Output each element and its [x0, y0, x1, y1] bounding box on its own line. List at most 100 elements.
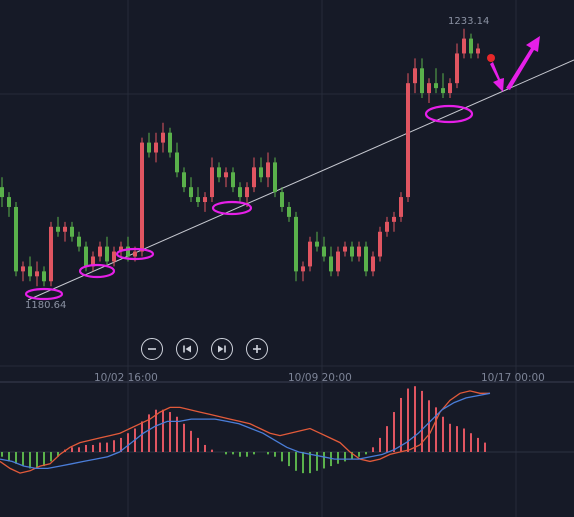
candle-body-58 [406, 83, 410, 198]
candle-body-1 [7, 197, 11, 207]
candle-body-21 [147, 142, 151, 153]
last-price-dot [487, 54, 495, 62]
candle-body-48 [336, 251, 340, 272]
candle-body-12 [84, 246, 88, 267]
skip-back-icon [183, 345, 191, 353]
candle-body-63 [441, 88, 445, 94]
support-oval-2 [115, 247, 155, 261]
candle-body-45 [315, 241, 319, 247]
candle-body-24 [168, 132, 172, 153]
candles [0, 28, 495, 287]
small-arrow-annotation [490, 62, 504, 92]
candle-body-67 [469, 38, 473, 54]
candle-body-32 [224, 172, 228, 178]
x-tick-2: 10/09 20:00 [288, 372, 352, 384]
candle-body-27 [189, 187, 193, 198]
candle-body-9 [63, 226, 67, 232]
candle-body-8 [56, 226, 60, 232]
candle-body-30 [210, 167, 214, 198]
candle-body-28 [196, 197, 200, 203]
candle-body-3 [21, 266, 25, 272]
candle-body-14 [98, 246, 102, 257]
candle-body-18 [126, 246, 130, 257]
candle-body-23 [161, 132, 165, 143]
candle-body-68 [476, 48, 480, 54]
macd-dif-line [0, 392, 491, 470]
support-oval-1 [78, 263, 116, 279]
candle-body-36 [252, 167, 256, 188]
candle-body-37 [259, 167, 263, 178]
zoom-in-button[interactable] [246, 338, 268, 360]
macd-indicator [0, 386, 574, 474]
previous-button[interactable] [176, 338, 198, 360]
candle-body-13 [91, 256, 95, 267]
plus-icon [253, 345, 261, 353]
candle-body-34 [238, 187, 242, 198]
candle-body-16 [112, 251, 116, 262]
candle-body-46 [322, 246, 326, 257]
candle-body-59 [413, 68, 417, 84]
support-oval-0 [24, 287, 64, 301]
candle-body-62 [434, 83, 438, 89]
candle-body-66 [462, 38, 466, 54]
candle-body-49 [343, 246, 347, 252]
x-tick-1: 10/02 16:00 [94, 372, 158, 384]
candle-body-51 [357, 246, 361, 257]
candle-body-43 [301, 266, 305, 272]
trendline [27, 59, 574, 301]
candle-body-5 [35, 271, 39, 277]
macd-dea-line [0, 390, 490, 474]
next-button[interactable] [211, 338, 233, 360]
zoom-out-button[interactable] [141, 338, 163, 360]
candle-body-41 [287, 206, 291, 217]
trendline-segment [27, 59, 574, 301]
candle-body-47 [329, 256, 333, 272]
candle-body-44 [308, 241, 312, 267]
candle-body-22 [154, 142, 158, 153]
candle-body-60 [420, 68, 424, 94]
high-price-label: 1233.14 [448, 16, 489, 27]
candle-body-56 [392, 216, 396, 222]
candle-body-33 [231, 172, 235, 188]
candle-body-19 [133, 251, 137, 257]
skip-forward-icon [218, 345, 226, 353]
candle-body-50 [350, 246, 354, 257]
candle-body-26 [182, 172, 186, 188]
support-oval-3 [211, 200, 253, 216]
up-arrow-annotation [506, 36, 540, 90]
candle-body-38 [266, 162, 270, 178]
candle-body-52 [364, 246, 368, 272]
candle-body-54 [378, 231, 382, 257]
candle-body-25 [175, 152, 179, 173]
candle-body-10 [70, 226, 74, 237]
candle-body-42 [294, 216, 298, 272]
candle-body-40 [280, 192, 284, 207]
candle-body-64 [448, 83, 452, 94]
candle-body-39 [273, 162, 277, 193]
candle-body-57 [399, 197, 403, 217]
candle-body-4 [28, 266, 32, 277]
candle-body-7 [49, 226, 53, 282]
candle-body-53 [371, 256, 375, 272]
minus-icon [148, 348, 156, 350]
low-price-label: 1180.64 [25, 300, 66, 311]
candle-body-17 [119, 246, 123, 252]
support-markers [24, 104, 474, 301]
candle-body-65 [455, 53, 459, 84]
candle-body-31 [217, 167, 221, 178]
x-tick-3: 10/17 00:00 [481, 372, 545, 384]
candle-body-55 [385, 221, 389, 232]
arrow-annotations [490, 36, 540, 92]
candle-body-29 [203, 197, 207, 203]
candle-body-15 [105, 246, 109, 262]
candle-body-20 [140, 142, 144, 252]
candle-body-2 [14, 206, 18, 272]
candle-body-11 [77, 236, 81, 247]
candle-body-0 [0, 187, 4, 198]
support-oval-4 [424, 104, 474, 124]
candle-body-35 [245, 187, 249, 198]
candle-body-61 [427, 83, 431, 94]
